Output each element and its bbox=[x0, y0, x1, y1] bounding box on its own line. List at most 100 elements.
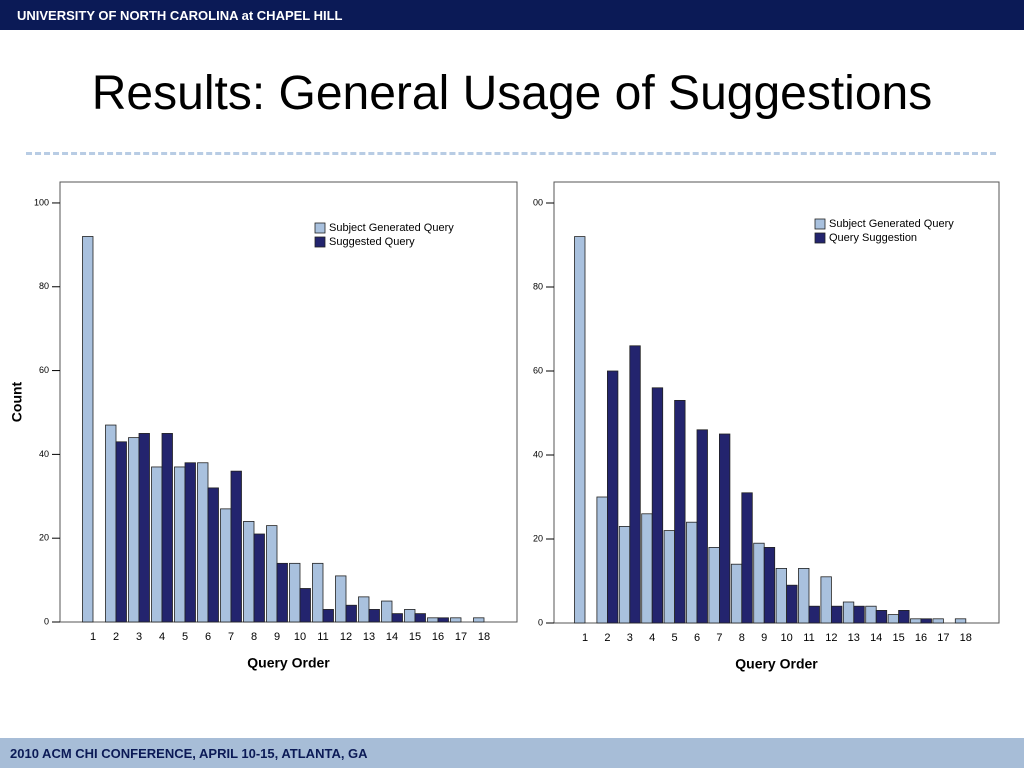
bar bbox=[427, 617, 439, 623]
bar bbox=[910, 618, 922, 624]
bar bbox=[574, 236, 586, 624]
bar bbox=[842, 601, 855, 624]
bar bbox=[197, 462, 209, 623]
x-tick-label: 18 bbox=[960, 632, 972, 644]
y-tick-label: 20 bbox=[39, 533, 49, 543]
bar bbox=[138, 433, 150, 623]
x-tick-label: 11 bbox=[803, 632, 814, 644]
y-tick-label: 0 bbox=[538, 617, 543, 627]
x-tick-label: 7 bbox=[716, 632, 722, 644]
bar bbox=[686, 521, 698, 624]
bar bbox=[954, 618, 967, 624]
header-bar: UNIVERSITY OF NORTH CAROLINA at CHAPEL H… bbox=[0, 0, 1024, 30]
legend-swatch bbox=[814, 218, 826, 230]
x-tick-label: 14 bbox=[386, 631, 398, 643]
legend-label: Subject Generated Query bbox=[329, 222, 454, 234]
bar bbox=[696, 429, 708, 624]
x-axis-label: Query Order bbox=[735, 656, 818, 672]
legend-swatch bbox=[314, 236, 326, 248]
legend-swatch bbox=[814, 232, 826, 244]
y-tick-label: 40 bbox=[533, 449, 543, 459]
x-tick-label: 12 bbox=[340, 631, 352, 643]
bar bbox=[115, 441, 127, 623]
slide-title: Results: General Usage of Suggestions bbox=[91, 67, 933, 120]
bar bbox=[831, 605, 843, 624]
bar bbox=[775, 568, 787, 624]
y-axis-label: Count bbox=[9, 381, 25, 422]
bar bbox=[898, 610, 910, 624]
bar bbox=[473, 617, 485, 623]
x-axis-label: Query Order bbox=[247, 655, 330, 671]
bar bbox=[719, 433, 731, 624]
bar bbox=[299, 588, 311, 623]
bar bbox=[753, 542, 765, 624]
bar bbox=[663, 530, 675, 624]
x-tick-label: 3 bbox=[627, 632, 633, 644]
bar bbox=[82, 236, 94, 623]
bar bbox=[629, 345, 641, 624]
bar bbox=[276, 562, 288, 623]
x-tick-label: 3 bbox=[136, 631, 142, 643]
bar bbox=[730, 563, 743, 624]
x-tick-label: 9 bbox=[274, 631, 280, 643]
bar bbox=[607, 370, 619, 624]
x-tick-label: 4 bbox=[649, 632, 655, 644]
bar bbox=[651, 387, 664, 624]
x-tick-label: 16 bbox=[915, 632, 927, 644]
bar bbox=[932, 618, 944, 624]
bar bbox=[853, 605, 865, 624]
x-tick-label: 1 bbox=[90, 631, 96, 643]
bar bbox=[798, 568, 810, 624]
bar bbox=[820, 576, 832, 624]
footer-bar: 2010 ACM CHI CONFERENCE, APRIL 10-15, AT… bbox=[0, 738, 1024, 768]
bar bbox=[266, 525, 278, 623]
x-tick-label: 10 bbox=[294, 631, 306, 643]
x-tick-label: 12 bbox=[825, 632, 837, 644]
y-tick-label: 20 bbox=[533, 533, 543, 543]
x-tick-label: 2 bbox=[113, 631, 119, 643]
bar bbox=[381, 600, 393, 623]
x-tick-label: 9 bbox=[761, 632, 767, 644]
bar bbox=[207, 487, 219, 623]
bar bbox=[887, 614, 899, 624]
bar bbox=[708, 547, 720, 624]
bar bbox=[596, 496, 608, 624]
x-tick-label: 17 bbox=[455, 631, 467, 643]
divider bbox=[26, 152, 996, 155]
x-tick-label: 11 bbox=[317, 631, 328, 643]
footer-text: 2010 ACM CHI CONFERENCE, APRIL 10-15, AT… bbox=[10, 746, 368, 761]
legend-swatch bbox=[314, 222, 326, 234]
y-tick-label: 80 bbox=[533, 281, 543, 291]
y-tick-label: 60 bbox=[533, 365, 543, 375]
bar bbox=[865, 605, 877, 624]
bar bbox=[253, 533, 265, 623]
bar bbox=[450, 617, 462, 623]
bar bbox=[618, 526, 631, 624]
bar bbox=[128, 437, 140, 623]
y-tick-label: 100 bbox=[34, 197, 49, 207]
y-tick-label: 40 bbox=[39, 449, 49, 459]
bar bbox=[786, 584, 798, 624]
bar bbox=[105, 424, 117, 623]
bar bbox=[345, 604, 357, 623]
x-tick-label: 8 bbox=[739, 632, 745, 644]
x-tick-label: 14 bbox=[870, 632, 882, 644]
legend-label: Suggested Query bbox=[329, 236, 415, 248]
x-tick-label: 17 bbox=[937, 632, 949, 644]
x-tick-label: 15 bbox=[892, 632, 904, 644]
x-tick-label: 4 bbox=[159, 631, 165, 643]
bar bbox=[368, 609, 380, 623]
bar bbox=[322, 609, 334, 623]
bar bbox=[161, 433, 173, 623]
x-tick-label: 15 bbox=[409, 631, 421, 643]
x-tick-label: 10 bbox=[780, 632, 792, 644]
x-tick-label: 5 bbox=[672, 632, 678, 644]
x-tick-label: 6 bbox=[694, 632, 700, 644]
x-tick-label: 5 bbox=[182, 631, 188, 643]
bar bbox=[875, 610, 888, 624]
legend-label: Query Suggestion bbox=[829, 232, 917, 244]
bar bbox=[391, 613, 403, 623]
legend-label: Subject Generated Query bbox=[829, 218, 954, 230]
